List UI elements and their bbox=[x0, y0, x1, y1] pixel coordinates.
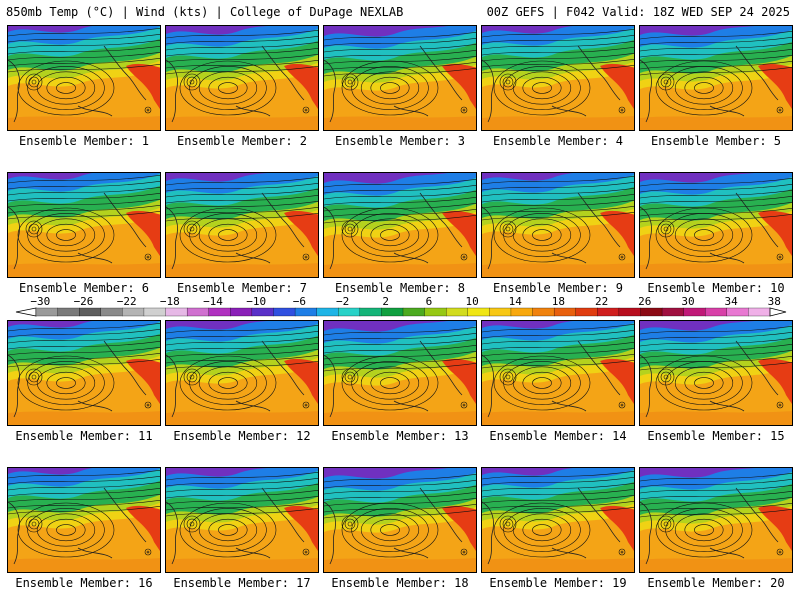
colorbar-swatch bbox=[726, 307, 749, 317]
colorbar-swatch bbox=[100, 307, 123, 317]
colorbar-tick-label: −2 bbox=[336, 295, 349, 308]
colorbar-swatch bbox=[251, 307, 274, 317]
colorbar-tick-label: 30 bbox=[681, 295, 694, 308]
ensemble-member-map bbox=[323, 25, 477, 131]
ensemble-member-label: Ensemble Member: 15 bbox=[647, 429, 785, 443]
colorbar-swatch bbox=[402, 307, 426, 317]
ensemble-member-label: Ensemble Member: 7 bbox=[176, 281, 308, 295]
ensemble-member-map bbox=[7, 320, 161, 426]
colorbar-swatch bbox=[338, 307, 361, 317]
colorbar-tick-label: −18 bbox=[160, 295, 180, 308]
colorbar-swatch bbox=[683, 307, 706, 317]
colorbar-tick-label: 6 bbox=[426, 295, 433, 308]
colorbar-tick-label: −22 bbox=[117, 295, 137, 308]
ensemble-member-map bbox=[7, 25, 161, 131]
ensemble-member-label: Ensemble Member: 1 bbox=[18, 134, 150, 148]
ensemble-member-map bbox=[639, 320, 793, 426]
ensemble-member-label: Ensemble Member: 12 bbox=[173, 429, 311, 443]
colorbar-tick-label: 10 bbox=[465, 295, 478, 308]
colorbar-tick-label: −14 bbox=[203, 295, 223, 308]
colorbar-tick-label: 26 bbox=[638, 295, 651, 308]
colorbar-swatch bbox=[79, 307, 102, 317]
ensemble-member-map bbox=[481, 467, 635, 573]
colorbar-swatch bbox=[748, 307, 771, 317]
ensemble-member-label: Ensemble Member: 13 bbox=[331, 429, 469, 443]
colorbar-swatch bbox=[618, 307, 641, 317]
chart-title: 850mb Temp (°C) | Wind (kts) | College o… bbox=[6, 5, 404, 19]
colorbar-tick-label: 2 bbox=[382, 295, 389, 308]
ensemble-member-map bbox=[481, 320, 635, 426]
colorbar-swatch bbox=[186, 307, 210, 317]
colorbar-swatch bbox=[575, 307, 598, 317]
colorbar-swatch bbox=[640, 307, 663, 317]
colorbar-swatch bbox=[122, 307, 145, 317]
ensemble-member-label: Ensemble Member: 14 bbox=[489, 429, 627, 443]
colorbar-tick-label: 18 bbox=[552, 295, 565, 308]
ensemble-member-label: Ensemble Member: 5 bbox=[650, 134, 782, 148]
ensemble-member-label: Ensemble Member: 16 bbox=[15, 576, 153, 590]
colorbar-swatch bbox=[143, 307, 166, 317]
colorbar-tick-label: 34 bbox=[724, 295, 738, 308]
ensemble-member-label: Ensemble Member: 3 bbox=[334, 134, 466, 148]
ensemble-member-map bbox=[639, 25, 793, 131]
colorbar-swatch bbox=[208, 307, 231, 317]
ensemble-member-map bbox=[7, 172, 161, 278]
temperature-colorbar: −30 −26 −22 −18 −14 −10 −6 −2 2 6 10 14 18 22 26 30 34 38… bbox=[15, 295, 787, 317]
colorbar-swatch bbox=[467, 307, 490, 317]
colorbar-swatch bbox=[316, 307, 339, 317]
ensemble-member-label: Ensemble Member: 19 bbox=[489, 576, 627, 590]
colorbar-swatch bbox=[273, 307, 296, 317]
colorbar-swatch bbox=[597, 307, 620, 317]
ensemble-member-map bbox=[639, 467, 793, 573]
ensemble-member-map bbox=[165, 467, 319, 573]
run-valid-time: 00Z GEFS | F042 Valid: 18Z WED SEP 24 20… bbox=[486, 5, 790, 19]
ensemble-member-label: Ensemble Member: 2 bbox=[176, 134, 308, 148]
ensemble-member-label: Ensemble Member: 20 bbox=[647, 576, 785, 590]
colorbar-swatch bbox=[294, 307, 318, 317]
ensemble-member-map bbox=[481, 25, 635, 131]
ensemble-member-map bbox=[165, 172, 319, 278]
colorbar-swatch bbox=[705, 307, 728, 317]
ensemble-member-map bbox=[639, 172, 793, 278]
ensemble-member-label: Ensemble Member: 11 bbox=[15, 429, 153, 443]
colorbar-swatch bbox=[553, 307, 577, 317]
ensemble-member-map bbox=[323, 467, 477, 573]
colorbar-tick-label: 22 bbox=[595, 295, 608, 308]
colorbar-swatch bbox=[446, 307, 469, 317]
colorbar-swatch bbox=[230, 307, 253, 317]
colorbar-swatch bbox=[489, 307, 512, 317]
ensemble-member-map bbox=[481, 172, 635, 278]
colorbar-tick-label: 38 bbox=[768, 295, 781, 308]
ensemble-member-label: Ensemble Member: 6 bbox=[18, 281, 150, 295]
ensemble-member-map bbox=[7, 467, 161, 573]
ensemble-member-map bbox=[165, 25, 319, 131]
ensemble-member-label: Ensemble Member: 10 bbox=[647, 281, 785, 295]
colorbar-tick-label: −30 bbox=[30, 295, 50, 308]
colorbar-swatch bbox=[381, 307, 404, 317]
colorbar-tick-label: 14 bbox=[509, 295, 523, 308]
ensemble-member-map bbox=[323, 320, 477, 426]
ensemble-member-label: Ensemble Member: 4 bbox=[492, 134, 624, 148]
colorbar-swatch bbox=[661, 307, 685, 317]
ensemble-member-map bbox=[323, 172, 477, 278]
colorbar-swatch bbox=[35, 307, 59, 317]
colorbar-swatch bbox=[510, 307, 533, 317]
colorbar-swatch bbox=[165, 307, 188, 317]
colorbar-swatch bbox=[359, 307, 382, 317]
ensemble-member-label: Ensemble Member: 9 bbox=[492, 281, 624, 295]
ensemble-member-label: Ensemble Member: 8 bbox=[334, 281, 466, 295]
colorbar-tick-label: −26 bbox=[74, 295, 94, 308]
ensemble-member-label: Ensemble Member: 18 bbox=[331, 576, 469, 590]
colorbar-tick-label: −10 bbox=[246, 295, 266, 308]
colorbar-swatch bbox=[57, 307, 80, 317]
colorbar-swatch bbox=[532, 307, 555, 317]
colorbar-swatch bbox=[424, 307, 447, 317]
ensemble-member-map bbox=[165, 320, 319, 426]
ensemble-member-label: Ensemble Member: 17 bbox=[173, 576, 311, 590]
colorbar-tick-label: −6 bbox=[293, 295, 306, 308]
